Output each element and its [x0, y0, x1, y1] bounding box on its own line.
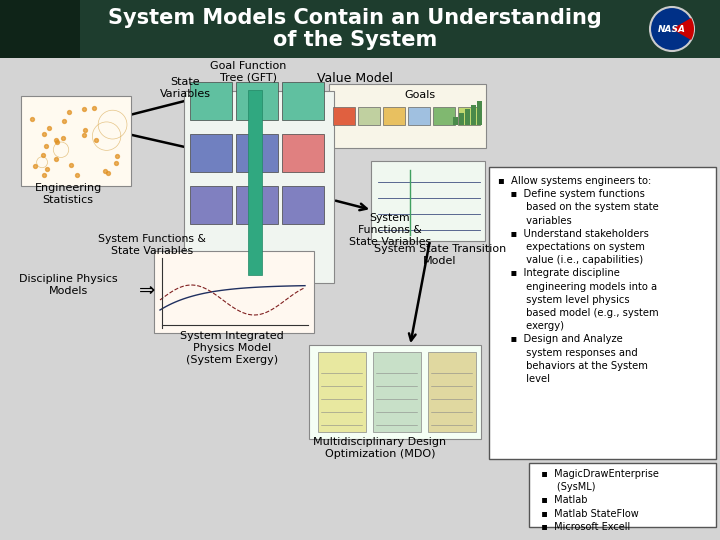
Point: [90, 136, 102, 145]
Point: [26, 114, 37, 123]
Point: [52, 138, 63, 146]
Bar: [0, 0, 720, 58]
Bar: [236, 82, 278, 120]
Bar: [465, 109, 470, 125]
Point: [30, 161, 41, 170]
Bar: [453, 117, 458, 125]
Bar: [282, 134, 324, 172]
Point: [38, 129, 50, 138]
Text: Discipline Physics
Models: Discipline Physics Models: [19, 274, 117, 296]
Bar: [282, 186, 324, 224]
Text: Multidisciplinary Design
Optimization (MDO): Multidisciplinary Design Optimization (M…: [313, 437, 446, 459]
FancyBboxPatch shape: [529, 463, 716, 527]
Point: [38, 170, 50, 179]
FancyBboxPatch shape: [154, 251, 314, 333]
Text: NASA: NASA: [658, 24, 686, 33]
Text: ▪  Allow systems engineers to:
    ▪  Define system functions
         based on : ▪ Allow systems engineers to: ▪ Define s…: [498, 176, 659, 384]
Bar: [477, 101, 482, 125]
Point: [63, 107, 75, 116]
Circle shape: [650, 7, 694, 51]
Text: System Models Contain an Understanding: System Models Contain an Understanding: [108, 8, 602, 28]
Point: [40, 141, 52, 150]
Text: System
Functions &
State Variables: System Functions & State Variables: [349, 213, 431, 247]
Point: [50, 136, 62, 144]
Point: [41, 165, 53, 173]
Point: [78, 131, 89, 139]
FancyBboxPatch shape: [371, 161, 485, 241]
Bar: [333, 107, 355, 125]
Bar: [471, 105, 476, 125]
Text: State
Variables: State Variables: [160, 77, 210, 99]
Bar: [408, 107, 430, 125]
Text: Engineering
Statistics: Engineering Statistics: [35, 183, 102, 205]
FancyBboxPatch shape: [489, 167, 716, 459]
Bar: [458, 107, 480, 125]
Bar: [282, 82, 324, 120]
Bar: [236, 186, 278, 224]
Bar: [0, 0, 80, 58]
Text: Goal Function
Tree (GFT): Goal Function Tree (GFT): [210, 61, 286, 83]
Bar: [190, 134, 232, 172]
FancyBboxPatch shape: [309, 345, 481, 439]
Bar: [248, 90, 262, 275]
Text: of the System: of the System: [273, 30, 437, 50]
Point: [88, 103, 99, 112]
Bar: [358, 107, 380, 125]
Text: ⇒: ⇒: [139, 280, 155, 300]
Point: [50, 155, 62, 164]
Wedge shape: [672, 18, 694, 40]
Bar: [318, 352, 366, 432]
Point: [71, 171, 83, 180]
Bar: [433, 107, 455, 125]
FancyBboxPatch shape: [21, 96, 131, 186]
Bar: [459, 113, 464, 125]
FancyBboxPatch shape: [329, 84, 486, 148]
Text: Value Model: Value Model: [317, 71, 393, 84]
FancyBboxPatch shape: [184, 91, 334, 283]
Point: [57, 134, 68, 143]
Point: [37, 151, 48, 159]
Text: ▪  MagicDrawEnterprise
       (SysML)
  ▪  Matlab
  ▪  Matlab StateFlow
  ▪  Mic: ▪ MagicDrawEnterprise (SysML) ▪ Matlab ▪…: [535, 469, 659, 532]
Bar: [190, 186, 232, 224]
Bar: [373, 352, 421, 432]
Text: System State Transition
Model: System State Transition Model: [374, 244, 506, 266]
Bar: [236, 134, 278, 172]
Point: [78, 104, 90, 113]
Point: [112, 151, 123, 160]
Bar: [383, 107, 405, 125]
Point: [102, 169, 114, 178]
Text: System Functions &
State Variables: System Functions & State Variables: [98, 234, 206, 256]
Bar: [428, 352, 476, 432]
Text: Goals: Goals: [405, 90, 436, 100]
Point: [66, 160, 77, 169]
Point: [79, 125, 91, 134]
Point: [43, 124, 55, 132]
Point: [58, 116, 69, 125]
Text: System Integrated
Physics Model
(System Exergy): System Integrated Physics Model (System …: [180, 332, 284, 364]
Bar: [190, 82, 232, 120]
Point: [99, 166, 111, 175]
Point: [110, 159, 122, 168]
